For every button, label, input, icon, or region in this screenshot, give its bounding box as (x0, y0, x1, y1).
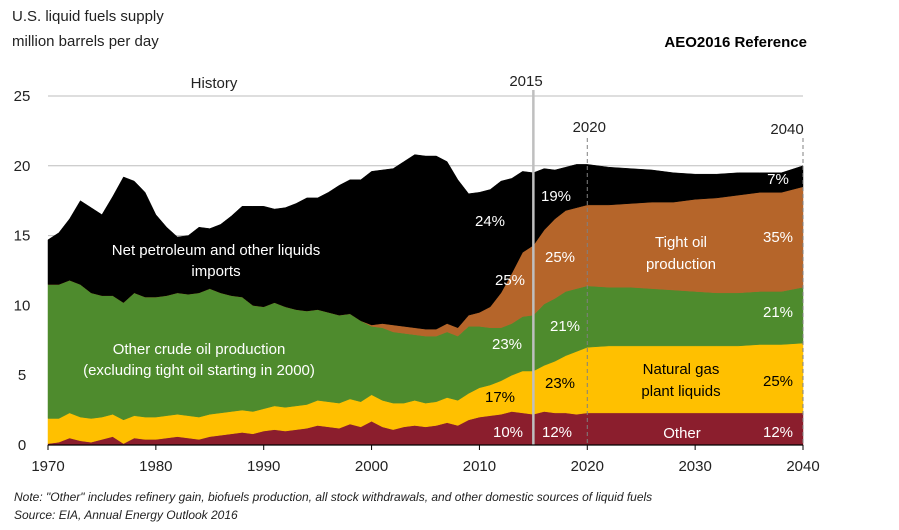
y-axis-label-line1: U.S. liquid fuels supply (12, 8, 164, 25)
pct-crude-2020: 21% (550, 318, 580, 335)
source-note: Source: EIA, Annual Energy Outlook 2016 (14, 508, 238, 522)
x-tick-label: 2040 (786, 458, 819, 475)
y-tick-label: 10 (14, 297, 31, 314)
area-layers (47, 154, 804, 446)
y-tick-label: 15 (14, 228, 31, 245)
label-other: Other (663, 425, 701, 442)
pct-tight-2020: 25% (545, 249, 575, 266)
label-imports-line2: imports (191, 263, 240, 280)
label-imports-line1: Net petroleum and other liquids (112, 242, 320, 259)
x-tick-label: 2000 (355, 458, 388, 475)
pct-tight-2015: 25% (495, 272, 525, 289)
pct-imports-2020: 19% (541, 188, 571, 205)
x-tick-label: 2010 (463, 458, 496, 475)
x-tick-label: 1990 (247, 458, 280, 475)
y-tick-label: 20 (14, 158, 31, 175)
y-axis-label-line2: million barrels per day (12, 33, 159, 50)
pct-other-2020: 12% (542, 424, 572, 441)
y-tick-label: 5 (18, 367, 26, 384)
label-tight-line1: Tight oil (655, 234, 707, 251)
scenario-title: AEO2016 Reference (664, 34, 807, 51)
label-ngpl-line1: Natural gas (643, 361, 720, 378)
label-crude-line2: (excluding tight oil starting in 2000) (83, 362, 315, 379)
pct-ngpl-2040: 25% (763, 373, 793, 390)
pct-tight-2040: 35% (763, 229, 793, 246)
y-tick-label: 0 (18, 437, 26, 454)
pct-ngpl-2020: 23% (545, 375, 575, 392)
x-tick-label: 1980 (139, 458, 172, 475)
stacked-area-chart: 2015 2020 2040 History 0 5 10 15 20 25 1970 1980 19… (14, 73, 820, 475)
label-history: History (191, 75, 238, 92)
footnote: Note: "Other" includes refinery gain, bi… (14, 490, 653, 504)
area-labels: Net petroleum and other liquids imports Ot… (83, 171, 793, 442)
pct-crude-2040: 21% (763, 304, 793, 321)
pct-imports-2015: 24% (475, 213, 505, 230)
area-series-4 (47, 154, 804, 330)
axes: 0 5 10 15 20 25 1970 1980 1990 2000 2010 2020 2030 20… (14, 88, 820, 475)
label-2015: 2015 (509, 73, 542, 90)
pct-ngpl-2015: 17% (485, 389, 515, 406)
label-tight-line2: production (646, 256, 716, 273)
x-tick-label: 2020 (571, 458, 604, 475)
pct-imports-2040: 7% (767, 171, 789, 188)
label-2040: 2040 (770, 121, 803, 138)
y-tick-label: 25 (14, 88, 31, 105)
pct-other-2015: 10% (493, 424, 523, 441)
x-tick-label: 1970 (31, 458, 64, 475)
label-crude-line1: Other crude oil production (113, 341, 286, 358)
x-tick-label: 2030 (678, 458, 711, 475)
year-markers: 2015 2020 2040 History (191, 73, 804, 445)
pct-other-2040: 12% (763, 424, 793, 441)
pct-crude-2015: 23% (492, 336, 522, 353)
label-ngpl-line2: plant liquids (641, 383, 720, 400)
label-2020: 2020 (573, 119, 606, 136)
